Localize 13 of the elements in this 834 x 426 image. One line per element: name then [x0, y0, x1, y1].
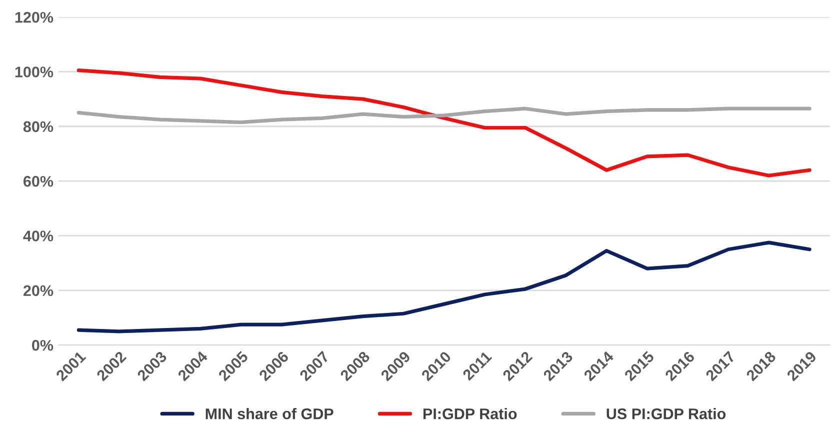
y-tick-label: 80%	[23, 121, 54, 132]
line-series	[76, 68, 812, 178]
y-tick-label: 20%	[23, 285, 54, 296]
line-series	[76, 106, 812, 124]
y-tick-label: 60%	[24, 176, 54, 187]
legend-label: US PI:GDP Ratio	[606, 408, 726, 420]
y-tick-label: 120%	[15, 12, 54, 23]
line-series	[76, 240, 812, 334]
y-tick-label: 40%	[23, 230, 54, 242]
legend-label: MIN share of GDP	[206, 408, 334, 420]
y-tick-label: 100%	[15, 66, 54, 78]
legend-label: PI:GDP Ratio	[423, 408, 517, 420]
y-tick-label: 0%	[32, 340, 54, 351]
